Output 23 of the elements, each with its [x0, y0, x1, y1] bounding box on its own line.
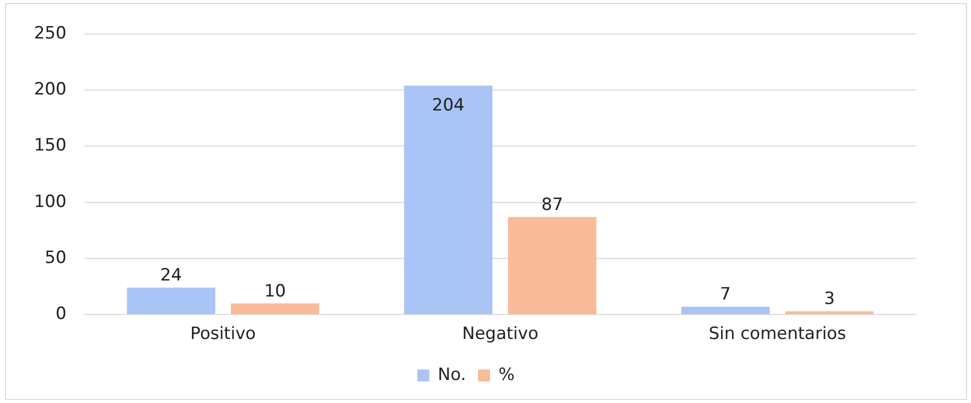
data-label: 3 — [824, 289, 835, 310]
bar — [230, 303, 320, 314]
y-tick-label: 150 — [34, 136, 66, 156]
y-tick-label: 0 — [56, 304, 66, 324]
data-label: 7 — [720, 284, 731, 305]
legend-label: % — [498, 364, 515, 385]
data-label: 10 — [264, 281, 286, 302]
x-tick-label: Positivo — [190, 324, 256, 344]
legend-label: No. — [438, 364, 466, 385]
bar — [508, 216, 596, 314]
data-label: 204 — [432, 96, 464, 116]
y-tick-label: 200 — [34, 80, 66, 100]
data-label: 87 — [541, 194, 564, 215]
bar — [404, 86, 492, 314]
x-tick-label: Sin comentarios — [708, 324, 846, 344]
y-tick-label: 50 — [44, 248, 66, 268]
y-tick-label: 100 — [34, 192, 66, 212]
data-label: 24 — [160, 266, 182, 286]
x-tick-label: Negativo — [462, 324, 538, 344]
bar — [681, 306, 770, 314]
bar — [126, 288, 216, 314]
y-tick-label: 250 — [34, 23, 66, 44]
bar — [785, 311, 874, 314]
